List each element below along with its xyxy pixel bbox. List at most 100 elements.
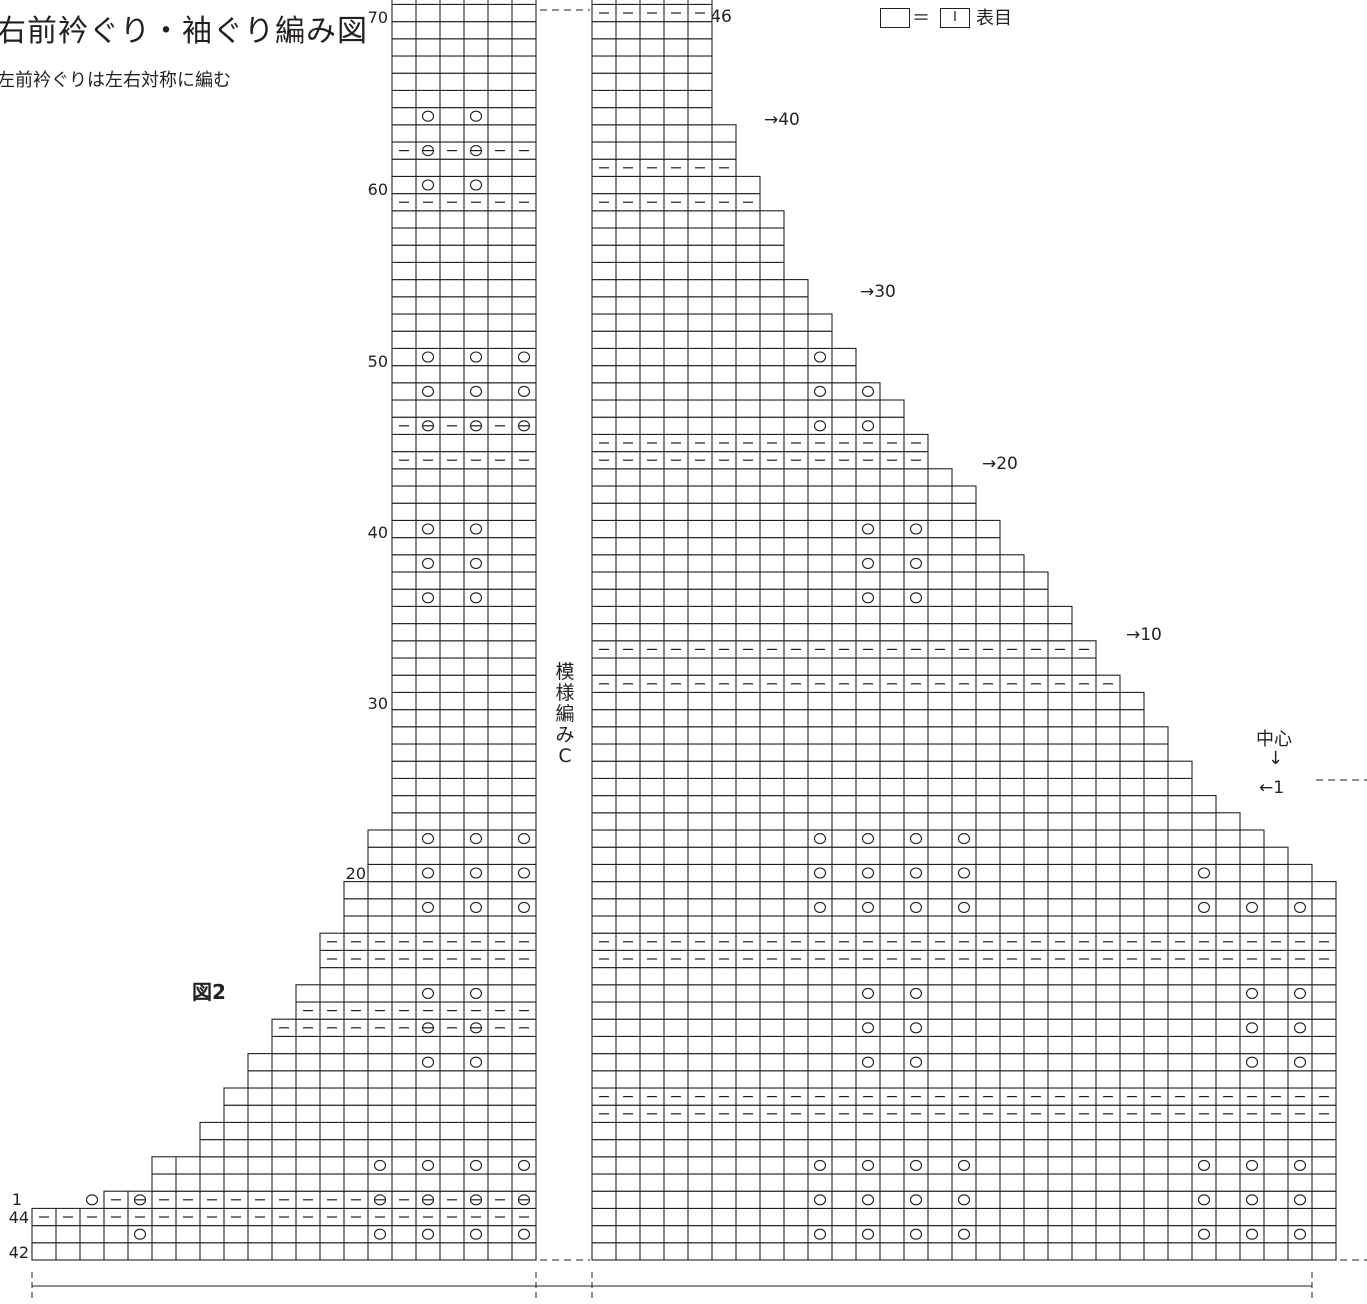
right-chart-row — [591, 967, 1337, 986]
yarn-over-symbol — [421, 592, 435, 604]
right-chart-row — [591, 1190, 1337, 1209]
yarn-over-symbol — [909, 1194, 923, 1206]
yarn-over-symbol — [373, 1228, 387, 1240]
yarn-over-symbol — [421, 145, 435, 157]
right-chart-row — [591, 519, 1001, 539]
yarn-over-symbol — [861, 1056, 875, 1068]
yarn-over-symbol — [813, 385, 827, 397]
yarn-over-symbol — [1245, 901, 1259, 913]
figure-label: 図2 — [192, 980, 226, 1004]
yarn-over-symbol — [909, 1056, 923, 1068]
right-chart-row — [591, 1139, 1337, 1158]
yarn-over-symbol — [861, 901, 875, 913]
right-chart-row — [591, 38, 713, 57]
yarn-over-symbol — [861, 385, 875, 397]
yarn-over-symbol — [1293, 901, 1307, 913]
right-chart-row — [591, 1018, 1337, 1037]
yarn-over-symbol — [517, 1194, 531, 1206]
yarn-over-symbol — [861, 987, 875, 999]
yarn-over-symbol — [469, 901, 483, 913]
yarn-over-symbol — [469, 523, 483, 535]
yarn-over-symbol — [957, 833, 971, 845]
page-title: 右前衿ぐり・袖ぐり編み図 — [0, 14, 368, 49]
yarn-over-symbol — [909, 833, 923, 845]
right-chart-row — [591, 399, 905, 418]
right-chart-row — [591, 107, 713, 126]
row-number-20: 20 — [345, 864, 366, 883]
yarn-over-symbol — [909, 523, 923, 535]
yarn-over-symbol — [421, 110, 435, 122]
row-number-42: 42 — [8, 1243, 29, 1262]
yarn-over-symbol — [909, 592, 923, 604]
yarn-over-symbol — [1245, 1194, 1259, 1206]
yarn-over-symbol — [957, 867, 971, 879]
yarn-over-symbol — [469, 557, 483, 569]
right-chart-row — [591, 760, 1193, 779]
right-chart-row — [591, 1053, 1337, 1072]
right-chart-row — [591, 21, 713, 40]
yarn-over-symbol — [517, 420, 531, 432]
yarn-over-symbol — [861, 523, 875, 535]
yarn-over-symbol — [861, 833, 875, 845]
yarn-over-symbol — [373, 1194, 387, 1206]
right-chart-row — [591, 279, 809, 298]
legend-knit-cell: I — [940, 8, 970, 28]
yarn-over-symbol — [133, 1194, 147, 1206]
yarn-over-symbol — [421, 867, 435, 879]
center-label: 中心 — [1256, 729, 1292, 750]
yarn-over-symbol — [861, 1022, 875, 1034]
yarn-over-symbol — [517, 901, 531, 913]
yarn-over-symbol — [421, 833, 435, 845]
right-chart-row — [591, 468, 953, 487]
yarn-over-symbol — [421, 420, 435, 432]
left-chart-row — [319, 967, 537, 986]
arrow-label-40: →40 — [764, 110, 800, 130]
yarn-over-symbol — [1245, 1056, 1259, 1068]
row-number-50: 50 — [367, 352, 388, 371]
yarn-over-symbol — [421, 1159, 435, 1171]
yarn-over-symbol — [517, 351, 531, 363]
yarn-over-symbol — [909, 557, 923, 569]
yarn-over-symbol — [421, 1228, 435, 1240]
yarn-over-symbol — [909, 867, 923, 879]
yarn-over-symbol — [517, 833, 531, 845]
yarn-over-symbol — [133, 1228, 147, 1240]
legend-empty-cell — [880, 8, 910, 28]
right-chart-row — [591, 657, 1097, 676]
yarn-over-symbol — [813, 351, 827, 363]
yarn-over-symbol — [861, 1228, 875, 1240]
right-chart-row — [591, 1207, 1337, 1227]
yarn-over-symbol — [861, 1194, 875, 1206]
right-chart-row — [591, 72, 713, 91]
row-number-30: 30 — [367, 694, 388, 713]
yarn-over-symbol — [813, 833, 827, 845]
row-number-40: 40 — [367, 523, 388, 542]
left-chart-row — [271, 1035, 537, 1055]
yarn-over-symbol — [469, 867, 483, 879]
yarn-over-symbol — [813, 1159, 827, 1171]
yarn-over-symbol — [85, 1194, 99, 1206]
yarn-over-symbol — [469, 385, 483, 397]
yarn-over-symbol — [1197, 901, 1211, 913]
right-chart-row — [591, 691, 1145, 711]
row-number-60: 60 — [367, 180, 388, 199]
yarn-over-symbol — [469, 420, 483, 432]
arrow-label-30: →30 — [860, 282, 896, 302]
yarn-over-symbol — [813, 420, 827, 432]
yarn-over-symbol — [517, 1228, 531, 1240]
right-chart-row — [591, 1242, 1337, 1261]
yarn-over-symbol — [517, 385, 531, 397]
right-chart-row — [591, 416, 905, 435]
right-chart-row — [591, 175, 761, 195]
right-chart-row — [591, 812, 1241, 831]
yarn-over-symbol — [1197, 1159, 1211, 1171]
yarn-over-symbol — [861, 592, 875, 604]
yarn-over-symbol — [861, 557, 875, 569]
yarn-over-symbol — [469, 592, 483, 604]
yarn-over-symbol — [909, 987, 923, 999]
right-chart-row — [591, 777, 1193, 797]
yarn-over-symbol — [813, 1194, 827, 1206]
yarn-over-symbol — [1293, 1022, 1307, 1034]
arrow-label-1: ←1 — [1259, 778, 1285, 798]
